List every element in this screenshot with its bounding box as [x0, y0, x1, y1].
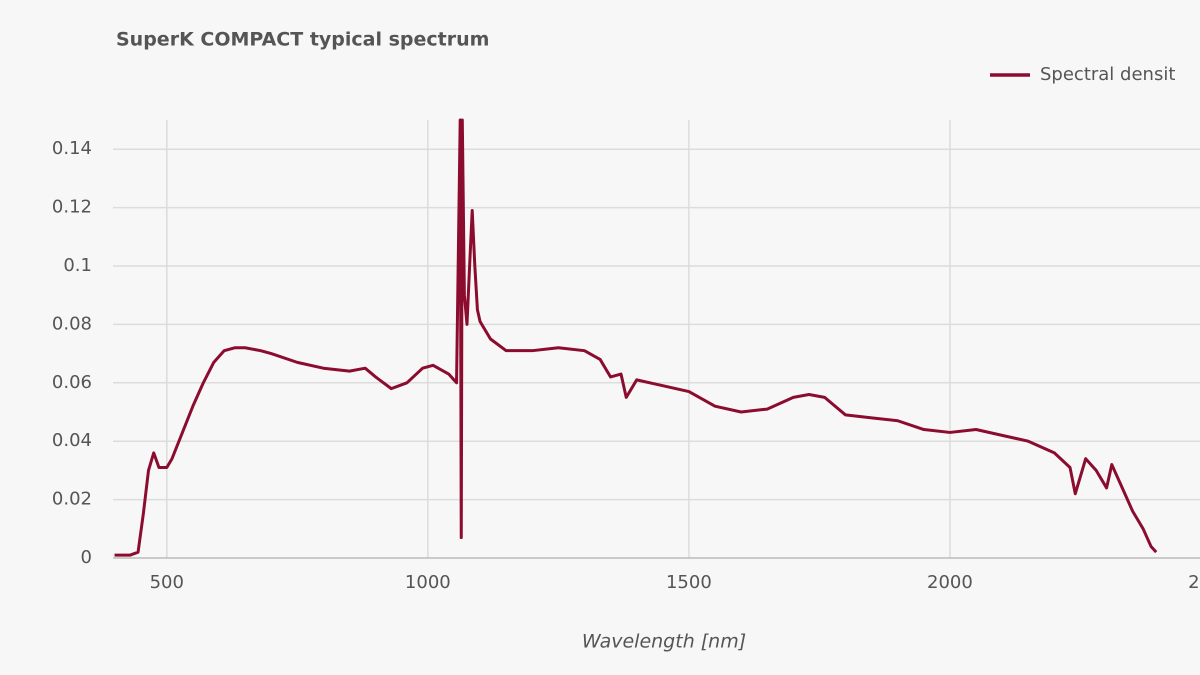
x-tick-label: 500 [150, 572, 184, 593]
y-tick-label: 0.1 [63, 255, 92, 276]
y-tick-label: 0.04 [52, 430, 92, 451]
x-tick-label: 1000 [405, 572, 451, 593]
y-tick-label: 0.08 [52, 313, 92, 334]
y-tick-label: 0.02 [52, 489, 92, 510]
legend-label: Spectral densit [1040, 64, 1175, 85]
chart-title: SuperK COMPACT typical spectrum [116, 29, 489, 51]
y-tick-label: 0.06 [52, 372, 92, 393]
data-line [114, 118, 1158, 557]
x-tick-label: 2000 [927, 572, 973, 593]
x-tick-label: 2500 [1188, 572, 1200, 593]
x-tick-label: 1500 [666, 572, 712, 593]
y-tick-label: 0.14 [52, 138, 92, 159]
y-tick-label: 0 [81, 547, 92, 568]
y-tick-label: 0.12 [52, 197, 92, 218]
x-axis-label: Wavelength [nm] [582, 631, 746, 653]
